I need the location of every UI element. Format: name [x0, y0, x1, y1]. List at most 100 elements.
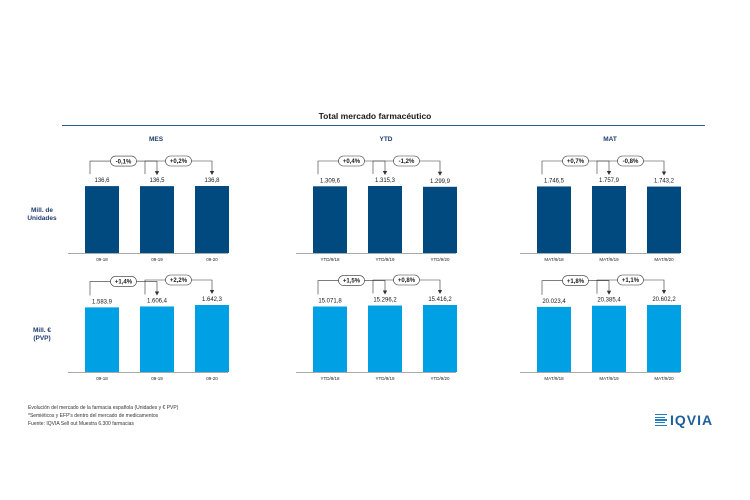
value-label-ytd-value-1: 15.296,2 [373, 298, 397, 304]
bar-mes-value-2 [195, 305, 229, 372]
value-label-mes-value-1: 1.606,4 [147, 298, 168, 304]
bar-ytd-value-0 [313, 306, 347, 372]
bar-mat-value-2 [647, 305, 681, 372]
change-badge-mes-units-1 [165, 155, 192, 167]
column-heading-mat: MAT [603, 136, 617, 143]
value-label-mat-units-0: 1.746,5 [544, 178, 565, 184]
footnote-3: Fuente: IQVIA Sell out Muestra 6.300 far… [28, 421, 134, 427]
value-label-mes-units-0: 136,6 [94, 178, 110, 184]
bar-mes-value-1 [140, 306, 174, 372]
page-title: Total mercado farmacéutico [318, 111, 432, 121]
tick-label-ytd-value-1: YTD/9/19 [375, 376, 395, 381]
value-label-ytd-units-1: 1.315,3 [375, 178, 396, 184]
tick-label-mat-value-1: MAT/9/19 [599, 376, 619, 381]
change-badge-ytd-units-1 [393, 155, 420, 167]
bar-ytd-units-0 [313, 186, 347, 253]
footnote-2: *Semiéticos y EFP's dentro del mercado d… [28, 413, 159, 419]
value-label-ytd-units-0: 1.309,6 [320, 178, 341, 184]
tick-label-mes-units-0: 09-18 [96, 257, 108, 262]
arrow-mat-units-0 [606, 171, 612, 175]
change-label-mes-value-1: +2,2% [170, 278, 188, 284]
change-label-ytd-value-0: +1,5% [343, 279, 361, 285]
arrow-mes-value-0 [154, 291, 160, 296]
arrow-mat-value-0 [606, 290, 612, 295]
change-badge-mat-value-1 [617, 274, 644, 286]
value-label-mat-value-1: 20.385,4 [597, 298, 621, 304]
tick-label-mat-units-0: MAT/9/18 [544, 257, 564, 262]
footnotes: Evolución del mercado de la farmacia esp… [28, 404, 178, 428]
change-label-ytd-units-1: -1,2% [399, 159, 415, 165]
arrow-mat-value-1 [661, 290, 667, 294]
change-badge-ytd-units-0 [338, 155, 365, 167]
value-label-mes-units-2: 136,8 [204, 178, 220, 184]
change-badge-mes-units-0 [110, 155, 137, 167]
tick-label-mat-value-2: MAT/9/20 [654, 376, 674, 381]
row-label-units: Mill. de Unidades [7, 207, 77, 223]
footnote-1: Evolución del mercado de la farmacia esp… [28, 405, 179, 411]
value-label-ytd-value-0: 15.071,8 [318, 298, 342, 304]
value-label-mat-units-2: 1.743,2 [654, 179, 675, 185]
column-heading-ytd: YTD [379, 136, 393, 143]
bar-mat-value-0 [537, 306, 571, 372]
change-label-mes-units-0: -0,1% [116, 159, 132, 165]
change-label-mes-value-0: +1,4% [115, 280, 133, 286]
row-label-units-line2: Unidades [27, 215, 57, 222]
bar-mes-value-0 [85, 307, 119, 372]
arrow-ytd-units-1 [437, 171, 443, 176]
bar-ytd-units-1 [368, 186, 402, 253]
logo-mark-icon [655, 414, 667, 426]
tick-label-mes-units-2: 09-20 [206, 257, 218, 262]
tick-label-mat-units-1: MAT/9/19 [599, 257, 619, 262]
change-label-ytd-units-0: +0,4% [343, 159, 361, 165]
row-label-value-line1: Mill. € [32, 327, 52, 334]
value-label-mat-value-0: 20.023,4 [542, 299, 566, 305]
logo-text: IQVIA [670, 412, 714, 428]
bar-mat-units-1 [592, 186, 626, 253]
value-label-mat-units-1: 1.757,9 [599, 178, 620, 184]
bar-mat-value-1 [592, 305, 626, 372]
bar-mes-units-2 [195, 186, 229, 253]
tick-label-ytd-units-2: YTD/9/20 [430, 257, 450, 262]
value-label-ytd-value-2: 15.416,2 [428, 297, 452, 303]
arrow-ytd-value-1 [437, 290, 443, 294]
bar-mat-units-2 [647, 186, 681, 253]
arrow-ytd-units-0 [382, 171, 388, 175]
tick-label-mes-value-1: 09-19 [151, 376, 163, 381]
change-badge-mat-value-0 [562, 275, 589, 287]
value-label-mes-units-1: 136,5 [149, 178, 165, 184]
value-label-mes-value-0: 1.583,9 [92, 299, 113, 305]
tick-label-ytd-units-0: YTD/9/18 [320, 257, 340, 262]
tick-label-mes-value-2: 09-20 [206, 376, 218, 381]
iqvia-logo: IQVIA [655, 412, 713, 428]
arrow-mes-units-1 [209, 171, 215, 175]
change-label-mes-units-1: +0,2% [170, 159, 188, 165]
tick-label-ytd-value-0: YTD/9/18 [320, 376, 340, 381]
change-badge-mat-units-1 [617, 155, 644, 167]
row-label-units-line1: Mill. de [30, 207, 54, 214]
change-badge-mes-value-0 [110, 276, 137, 287]
value-label-mat-value-2: 20.602,2 [652, 297, 676, 303]
tick-label-ytd-value-2: YTD/9/20 [430, 376, 450, 381]
tick-label-ytd-units-1: YTD/9/19 [375, 257, 395, 262]
change-label-mat-units-1: -0,8% [623, 159, 639, 165]
row-label-value-line2: (PVP) [33, 335, 51, 342]
arrow-mes-units-0 [154, 171, 160, 176]
title-rule [62, 125, 705, 126]
bar-ytd-units-2 [423, 186, 457, 253]
change-badge-ytd-value-1 [393, 274, 420, 286]
row-label-value: Mill. € (PVP) [7, 327, 77, 343]
bar-ytd-value-2 [423, 305, 457, 372]
bar-mes-units-1 [140, 186, 174, 253]
tick-label-mes-value-0: 09-18 [96, 376, 108, 381]
change-label-mat-units-0: +0,7% [567, 159, 585, 165]
change-badge-mes-value-1 [165, 274, 192, 286]
bar-mat-units-0 [537, 186, 571, 253]
tick-label-mat-value-0: MAT/9/18 [544, 376, 564, 381]
arrow-mat-units-1 [661, 171, 667, 176]
change-badge-ytd-value-0 [338, 275, 365, 286]
change-badge-mat-units-0 [562, 155, 589, 167]
arrow-ytd-value-0 [382, 290, 388, 295]
bar-ytd-value-1 [368, 305, 402, 372]
bar-mes-units-0 [85, 186, 119, 253]
